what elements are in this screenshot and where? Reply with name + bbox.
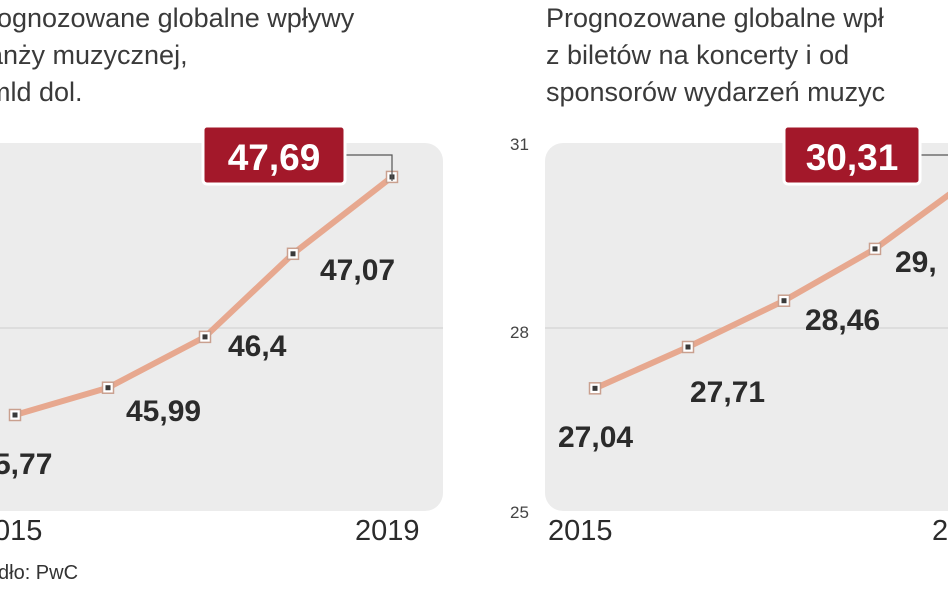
title-left-line-1: rognozowane globalne wpływy — [0, 3, 355, 33]
data-point-marker-core — [12, 412, 18, 418]
source-note: dło: PwC — [0, 562, 79, 584]
data-label: 27,71 — [690, 376, 765, 409]
chart-left: 5,77 45,99 46,4 47,07 015 2019 47,69 — [0, 124, 443, 547]
y-tick-label: 28 — [510, 323, 529, 342]
data-point-marker-core — [592, 385, 598, 391]
title-right-line-2: z biletów na koncerty i od — [546, 40, 850, 70]
data-label: 5,77 — [0, 448, 52, 481]
title-left-line-2: anży muzycznej, — [0, 40, 188, 70]
title-left-line-3: mld dol. — [0, 77, 83, 107]
x-tick-label: 2 — [932, 515, 948, 547]
data-label: 29, — [895, 246, 937, 279]
data-point-marker-core — [202, 334, 208, 340]
highlight-value-box — [782, 124, 922, 186]
x-tick-label: 2019 — [355, 515, 420, 547]
data-point-marker-core — [872, 246, 878, 252]
plot-area — [545, 143, 948, 511]
title-right-line-3: sponsorów wydarzeń muzyc — [546, 77, 886, 107]
data-label: 46,4 — [228, 330, 287, 363]
data-point-marker-core — [781, 298, 787, 304]
chart-title-left: rognozowane globalne wpływy anży muzyczn… — [0, 0, 354, 111]
plot-area — [0, 143, 443, 511]
chart-right: 27,04 27,71 28,46 29, 2015 2 31 28 25 30,31 — [510, 124, 948, 547]
data-label: 27,04 — [558, 421, 633, 454]
data-point-marker-core — [685, 344, 691, 350]
highlight-value-box — [201, 124, 347, 186]
data-point-marker-core — [290, 251, 296, 257]
data-label: 47,07 — [320, 254, 395, 287]
title-right-line-1: Prognozowane globalne wpł — [546, 3, 884, 33]
highlight-leader-line — [345, 154, 393, 181]
y-tick-label: 31 — [510, 135, 529, 154]
data-label: 28,46 — [805, 304, 880, 337]
highlight-value-label: 30,31 — [806, 137, 899, 178]
chart-title-right: Prognozowane globalne wpł z biletów na k… — [546, 0, 885, 111]
highlight-value-label: 47,69 — [228, 137, 321, 178]
data-point-marker-core — [105, 385, 111, 391]
data-label: 45,99 — [126, 395, 201, 428]
x-tick-label: 2015 — [548, 515, 613, 547]
y-tick-label: 25 — [510, 503, 529, 522]
x-tick-label: 015 — [0, 515, 42, 547]
